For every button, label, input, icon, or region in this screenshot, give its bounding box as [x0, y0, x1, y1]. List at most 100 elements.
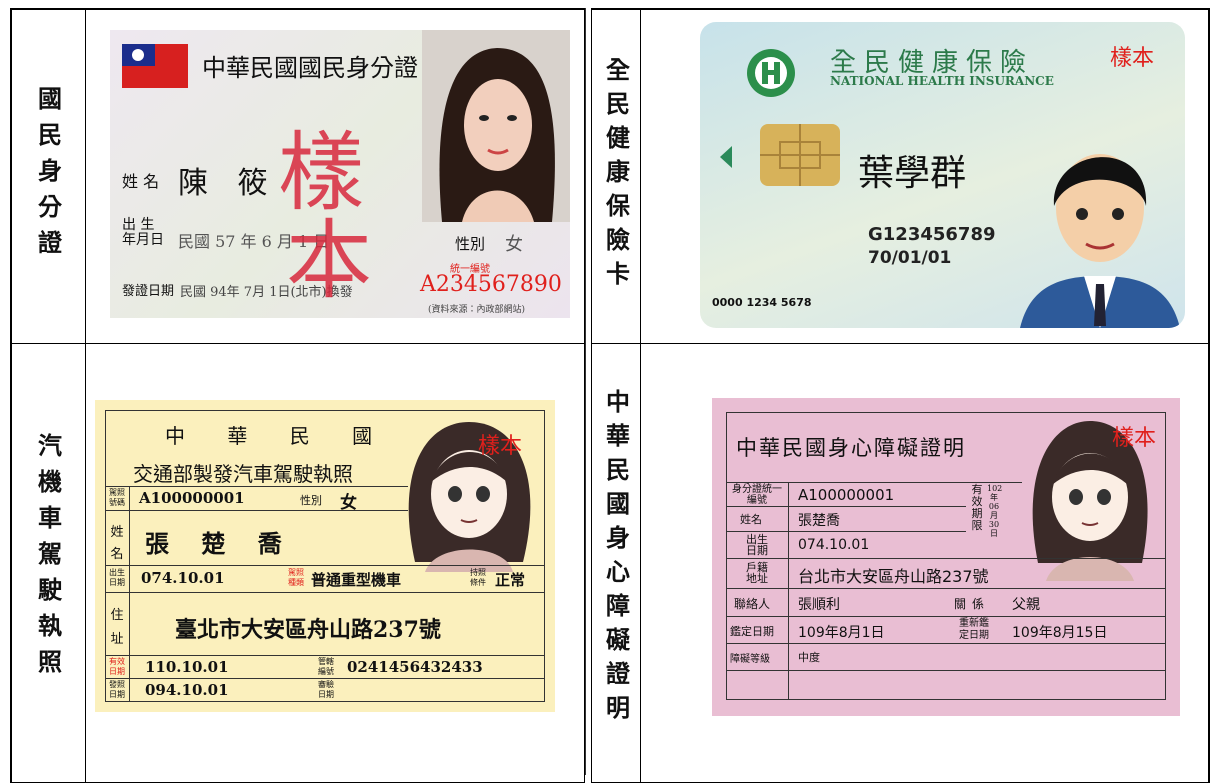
source: (資料來源：內政部網站) — [428, 305, 526, 315]
card-subtitle: NATIONAL HEALTH INSURANCE — [830, 74, 1054, 88]
rule — [726, 670, 1166, 671]
rule — [105, 565, 545, 566]
field-label: 出 生 年月日 — [122, 217, 164, 248]
sample-mark: 樣本 — [1112, 426, 1157, 451]
stamp: 本 — [286, 211, 372, 311]
field-label: 性別 — [455, 235, 486, 253]
field-label: 關係 — [954, 597, 991, 611]
rule — [129, 486, 130, 702]
field-value: 張 楚 喬 — [145, 529, 294, 558]
field-label: 戶籍地址 — [746, 561, 768, 585]
field-value: 台北市大安區舟山路237號 — [798, 567, 989, 586]
field-label: 有效期限 — [971, 483, 983, 532]
rule — [726, 506, 966, 507]
field-value: 109年8月1日 — [798, 625, 885, 641]
field-value: 女 — [505, 234, 523, 255]
flag — [122, 44, 188, 88]
field-label: 駕照號碼 — [109, 488, 125, 507]
logo — [747, 49, 795, 97]
row-label: 國民身分證 — [33, 86, 63, 266]
field-value: A100000001 — [798, 486, 895, 504]
field-label: 障礙等級 — [730, 654, 770, 665]
field-value: 陳 筱 — [178, 166, 278, 201]
field-value: 張楚喬 — [798, 513, 840, 529]
stamp: 樣 — [278, 123, 364, 223]
rule — [726, 482, 1022, 483]
field-label: 持照條件 — [470, 568, 486, 587]
row-label: 汽機車駕駛執照 — [33, 433, 63, 685]
field-label: 出生日期 — [746, 533, 768, 557]
field-value: 臺北市大安區舟山路237號 — [175, 617, 441, 643]
field-label: 鑑定日期 — [730, 625, 774, 638]
rule — [788, 482, 789, 700]
rule — [105, 678, 545, 679]
rule — [726, 616, 1166, 617]
chip — [720, 124, 840, 186]
field-label: 發照日期 — [109, 680, 125, 699]
field-label: 審驗日期 — [318, 680, 334, 699]
field-value: 中度 — [798, 651, 820, 664]
card-title: 交通部製發汽車駕駛執照 — [133, 462, 353, 486]
field-label: 性別 — [300, 494, 322, 507]
rule — [726, 588, 1166, 589]
field-label: 姓名 — [740, 513, 762, 526]
field-value: 110.10.01 — [145, 658, 229, 676]
id-card: 中華民國國民身分證 姓 名 陳 筱 出 生 年月日 民國 57 年 6 月 1 … — [110, 30, 570, 318]
disability-card: 樣本 中華民國身心障礙證明 身分證統一編號 A100000001 有效期限 10… — [712, 398, 1180, 716]
field-label: 統一編號 — [450, 264, 490, 275]
field-label: 姓名 — [110, 525, 124, 562]
field-value: A100000001 — [139, 489, 245, 507]
field-value: 074.10.01 — [798, 537, 870, 553]
frame — [105, 410, 545, 702]
field-label: 管轄編號 — [318, 657, 334, 676]
health-card: 全民健康保險 NATIONAL HEALTH INSURANCE 樣本 葉學群 … — [700, 22, 1185, 328]
rule — [726, 643, 1166, 644]
portrait — [1032, 421, 1148, 581]
field-label: 身分證統一編號 — [732, 484, 782, 506]
photo — [422, 30, 570, 222]
field-value: 民國 57 年 6 月 1 日 — [178, 232, 330, 251]
rule — [726, 531, 966, 532]
holder-name: 葉學群 — [858, 153, 967, 194]
serial-number: 0000 1234 5678 — [712, 296, 812, 309]
field-label: 重新鑑定日期 — [959, 618, 989, 641]
rule — [105, 655, 545, 656]
rule — [726, 558, 1166, 559]
field-label: 聯絡人 — [734, 597, 771, 611]
portrait — [408, 422, 531, 572]
field-value: 普通重型機車 — [311, 571, 402, 589]
field-value: 109年8月15日 — [1012, 625, 1108, 641]
field-label: 姓 名 — [122, 172, 160, 191]
card-title: 中 華 民 國 — [165, 424, 391, 448]
field-label: 住址 — [110, 608, 124, 647]
driver-license: 樣本 中 華 民 國 交通部製發汽車駕駛執照 駕照號碼 A100000001 性… — [95, 400, 555, 712]
card-title: 中華民國國民身分證 — [202, 54, 418, 82]
field-label: 發證日期 — [122, 284, 175, 299]
rule — [105, 486, 408, 487]
row-label: 全民健康保險卡 — [601, 57, 631, 295]
field-value: A234567890 — [420, 272, 562, 297]
id-number: G123456789 — [868, 224, 996, 245]
field-label: 出生日期 — [109, 568, 125, 587]
divider — [585, 8, 586, 775]
field-label: 有效日期 — [109, 657, 125, 676]
sample-mark: 樣本 — [478, 434, 523, 459]
field-value: 女 — [340, 493, 357, 513]
field-value: 張順利 — [798, 597, 840, 613]
field-value: 正常 — [495, 571, 526, 589]
rule — [105, 592, 545, 593]
field-value: 074.10.01 — [141, 569, 225, 587]
frame — [726, 412, 1166, 700]
field-value: 102年06月30日 — [987, 484, 1003, 538]
field-value: 民國 94年 7月 1日(北市)換發 — [180, 285, 353, 300]
field-value: 094.10.01 — [145, 681, 229, 699]
sample-mark: 樣本 — [1110, 46, 1155, 71]
field-label: 駕照種類 — [288, 568, 304, 587]
card-title: 中華民國身心障礙證明 — [736, 436, 966, 460]
portrait — [1020, 154, 1180, 328]
field-value: 0241456432433 — [347, 658, 483, 676]
birth-date: 70/01/01 — [868, 248, 952, 268]
card-title: 全民健康保險 — [830, 48, 1035, 78]
row-label: 中華民國身心障礙證明 — [601, 389, 631, 729]
